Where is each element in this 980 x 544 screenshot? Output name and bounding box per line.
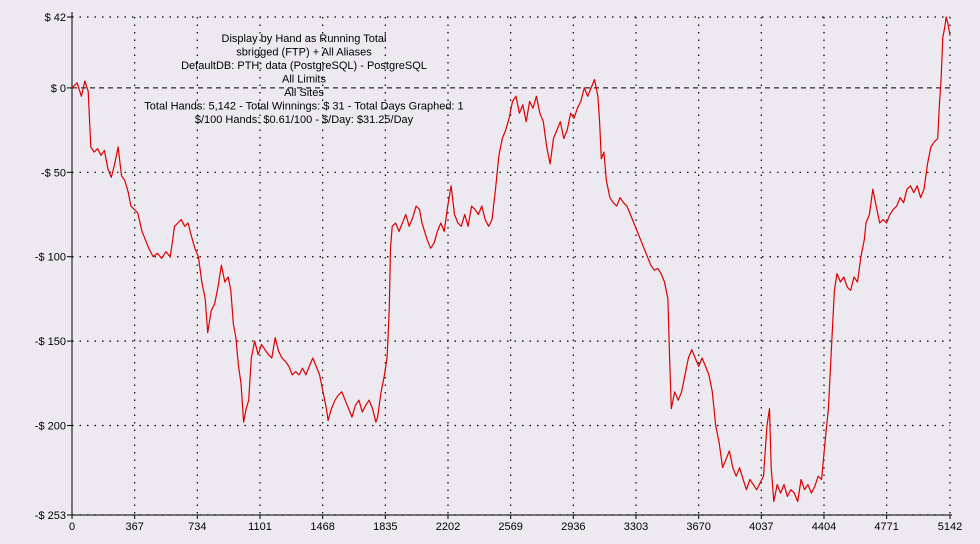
x-tick-label: 5142 [938, 521, 962, 533]
chart-title-block: Display by Hand as Running Total sbrigged… [144, 33, 463, 126]
series-layer [71, 16, 951, 503]
y-tick-label: -$ 100 [35, 252, 66, 264]
y-tick-label: -$ 200 [35, 421, 66, 433]
chart-title-line: All Limits [282, 74, 327, 86]
x-tick-label: 2202 [436, 521, 460, 533]
chart-title-line: sbrigged (FTP) + All Aliases [236, 47, 372, 59]
y-tick-label: -$ 253 [35, 510, 66, 522]
grid-layer [72, 16, 951, 516]
x-tick-label: 2569 [498, 521, 522, 533]
chart-title-line: $/100 Hands: $0.61/100 - $/Day: $31.25/D… [195, 114, 414, 126]
y-tick-label: $ 42 [45, 12, 66, 24]
x-tick-label: 367 [125, 521, 143, 533]
chart-title-line: All Sites [284, 87, 324, 99]
x-tick-label: 734 [188, 521, 206, 533]
y-tick-label: $ 0 [51, 83, 66, 95]
x-tick-label: 3670 [686, 521, 710, 533]
y-tick-label: -$ 50 [41, 167, 66, 179]
x-tick-label: 3303 [624, 521, 648, 533]
x-tick-label: 4404 [812, 521, 836, 533]
x-tick-label: 1101 [248, 521, 272, 533]
x-tick-label: 4037 [749, 521, 773, 533]
x-tick-label: 1835 [373, 521, 397, 533]
y-tick-label: -$ 150 [35, 336, 66, 348]
x-tick-label: 1468 [310, 521, 334, 533]
chart-title-line: DefaultDB: PTH: data (PostgreSQL) - Post… [181, 60, 427, 72]
chart-title-line: Display by Hand as Running Total [222, 33, 387, 45]
chart-title-line: Total Hands: 5,142 - Total Winnings: $ 3… [144, 101, 463, 113]
x-tick-label: 4771 [874, 521, 898, 533]
x-tick-label: 0 [69, 521, 75, 533]
running-total-line [71, 16, 951, 503]
x-tick-label: 2936 [561, 521, 585, 533]
